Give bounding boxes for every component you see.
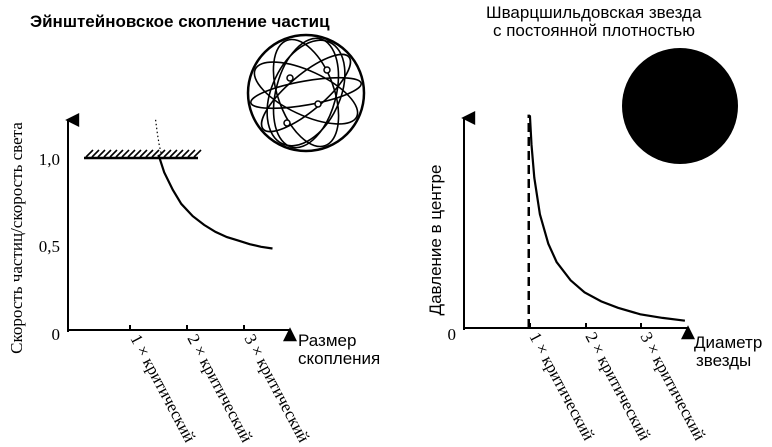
hatch-mark <box>133 149 142 158</box>
hatch-mark <box>139 149 148 158</box>
left-series-solid-line <box>157 154 273 250</box>
right-ytick-0: 0 <box>448 325 457 344</box>
right-y-axis-label: Давление в центре <box>426 165 445 316</box>
right-x-axis-label-line1: Диаметр <box>694 333 762 352</box>
hatch-mark <box>169 149 178 158</box>
hatch-mark <box>85 149 94 158</box>
speed-of-light-hatched-limit <box>84 149 202 160</box>
hatch-mark <box>163 149 172 158</box>
hatch-mark <box>109 149 118 158</box>
hatch-mark <box>115 149 124 158</box>
right-chart-title-line2: с постоянной плотностью <box>493 21 695 40</box>
hatch-mark <box>175 149 184 158</box>
hatch-mark <box>91 149 100 158</box>
hatch-mark <box>151 149 160 158</box>
left-series-group <box>155 119 273 250</box>
hatch-mark <box>121 149 130 158</box>
right-chart: Шварцшильдовская звезда с постоянной пло… <box>426 3 762 443</box>
right-chart-title-line1: Шварцшильдовская звезда <box>486 3 702 22</box>
right-series-group <box>528 115 686 322</box>
left-ytick-0: 0 <box>52 325 61 344</box>
hatch-mark <box>97 149 106 158</box>
hatch-mark <box>193 149 202 158</box>
left-chart-title: Эйнштейновское скопление частиц <box>30 12 330 31</box>
hatch-mark <box>127 149 136 158</box>
right-series-solid-line <box>528 115 686 322</box>
hatch-mark <box>145 149 154 158</box>
left-ytick-1-0: 1,0 <box>39 150 60 169</box>
hatch-mark <box>187 149 196 158</box>
left-ytick-0-5: 0,5 <box>39 237 60 256</box>
particle-cluster-sphere <box>246 33 366 153</box>
left-chart: Эйнштейновское скопление частиц 1,0 0,5 … <box>7 12 380 445</box>
hatch-mark <box>103 149 112 158</box>
hatch-mark <box>181 149 190 158</box>
right-x-axis-label-line2: звезды <box>696 351 751 370</box>
left-x-axis-label-line1: Размер <box>298 331 356 350</box>
left-x-axis-label-line2: скопления <box>298 349 380 368</box>
left-y-axis-label: Скорость частиц/скорость света <box>7 122 26 354</box>
dark-star-disk <box>622 48 738 164</box>
